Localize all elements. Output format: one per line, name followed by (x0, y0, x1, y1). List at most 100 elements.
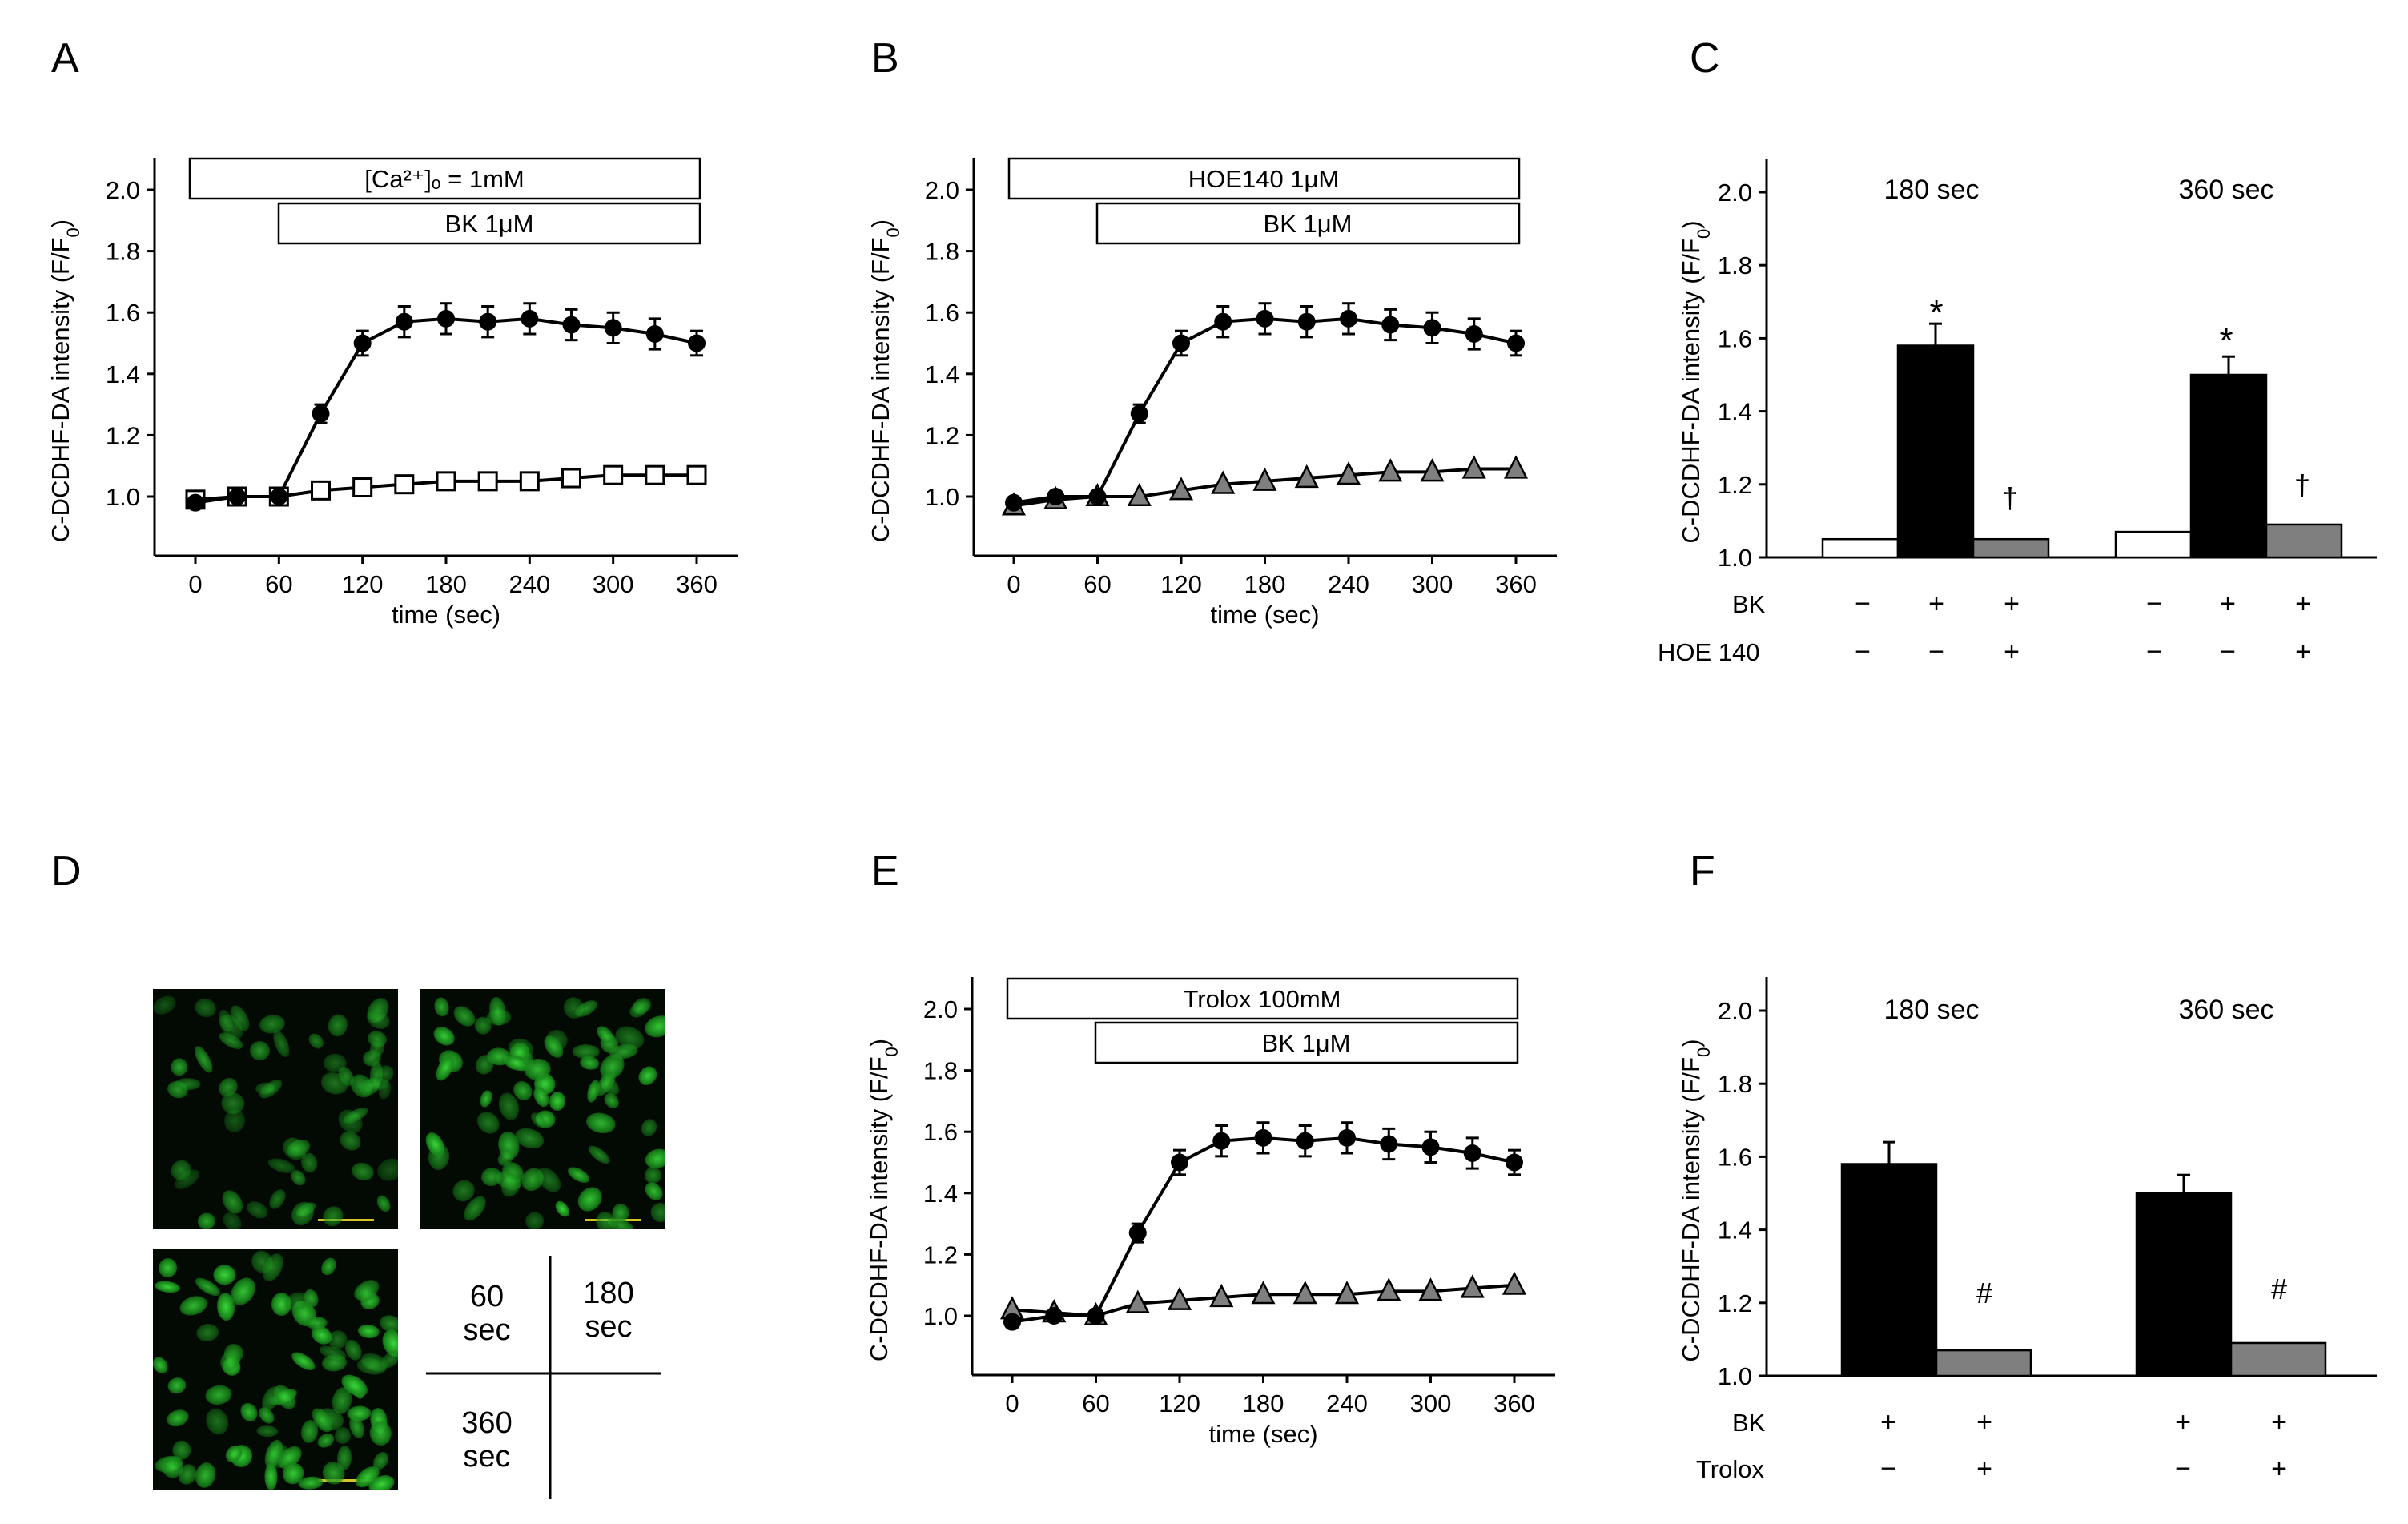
cell-blob (349, 1160, 376, 1184)
sig-star-180: * (1929, 293, 1943, 332)
data-point-control (352, 477, 373, 498)
y-tick-label: 1.0 (106, 483, 140, 511)
sig-dagger-360: † (2294, 468, 2310, 501)
data-point-treated (1209, 1283, 1234, 1308)
cell-blob (203, 1383, 233, 1407)
y-axis-label: C-DCDHF-DA intensity (F/F0) (1677, 220, 1714, 543)
bk-bar-label: BK 1μM (1264, 210, 1353, 238)
data-point-bk (1256, 309, 1274, 328)
data-point-bk (1381, 316, 1400, 334)
cell-blob (263, 1463, 278, 1490)
cell-blob (585, 1142, 613, 1168)
x-tick-label: 0 (1005, 1389, 1019, 1417)
panel-f-labels: 180 sec 360 sec # # BK Trolox + + + + − … (1696, 995, 2287, 1484)
data-point-treated (1501, 1271, 1527, 1295)
y-tick-label: 1.4 (923, 1180, 958, 1208)
y-tick-label: 1.2 (925, 421, 959, 449)
legend-60-value: 60 (469, 1280, 505, 1313)
data-point-bk (1423, 319, 1441, 337)
bk-sign-4: − (2146, 589, 2162, 619)
y-tick-label: 2.0 (925, 176, 959, 204)
data-point-bk (1463, 1144, 1481, 1163)
data-point-control (686, 464, 707, 485)
data-point-treated (1461, 455, 1486, 479)
cell-blob (373, 1155, 398, 1185)
data-point-treated (1251, 1281, 1276, 1305)
hoe-sign-6: + (2295, 637, 2311, 667)
data-point-bk (604, 319, 622, 337)
panel-f-chart: 1.0 1.2 1.4 1.6 1.8 2.0C-DCDHF-DA intensity (… (1677, 977, 2377, 1484)
cell-blob (549, 1090, 566, 1112)
micrograph-180-sec (420, 989, 665, 1229)
data-point-treated (1420, 458, 1445, 482)
data-point-bk (1087, 1307, 1105, 1325)
x-tick-label: 300 (1410, 1389, 1452, 1417)
hoe-bar (1007, 157, 1521, 200)
y-tick-label: 1.0 (923, 1302, 958, 1330)
data-point-treated (1334, 1281, 1360, 1305)
data-point-bk (1507, 334, 1525, 352)
data-point-control (477, 471, 498, 492)
data-point-treated (1503, 455, 1529, 479)
bk-sign-1: + (1880, 1407, 1896, 1438)
x-tick-label: 240 (1328, 570, 1369, 598)
cell-blob (374, 1193, 393, 1215)
x-tick-label: 180 (1243, 1389, 1284, 1417)
panel-letter-c: C (1690, 35, 1720, 82)
cell-blob (320, 1353, 348, 1373)
trolox-sign-2: + (1976, 1454, 1992, 1484)
legend-360-value: 360 (461, 1406, 513, 1440)
data-point-bk (1128, 1224, 1147, 1242)
sig-dagger-180: † (2002, 481, 2018, 514)
trolox-sign-4: + (2271, 1454, 2287, 1484)
x-tick-label: 60 (265, 570, 292, 598)
bar-white (1821, 537, 1899, 559)
x-tick-label: 120 (1160, 570, 1202, 598)
hoe-sign-4: − (2146, 637, 2162, 667)
cell-blob (642, 1012, 665, 1042)
trolox-sign-3: − (2175, 1454, 2191, 1484)
bk-bar-label: BK 1μM (445, 210, 534, 238)
bar-gray (2229, 1341, 2327, 1377)
bk-sign-3: + (2175, 1407, 2191, 1438)
y-tick-label: 1.6 (923, 1118, 958, 1146)
cell-blob (287, 1196, 320, 1229)
y-tick-label: 1.4 (925, 360, 959, 388)
y-tick-label: 2.0 (923, 995, 958, 1023)
cell-blob (315, 1430, 337, 1451)
y-tick-label: 1.8 (923, 1057, 958, 1085)
x-tick-label: 360 (1493, 1389, 1535, 1417)
data-point-control (519, 471, 540, 492)
cell-blob (153, 1353, 171, 1377)
data-point-treated (1336, 461, 1361, 485)
data-point-treated (1252, 467, 1277, 491)
trolox-bar (1006, 977, 1519, 1020)
panel-e-treatment-bars: Trolox 100mM BK 1μM (1006, 977, 1519, 1064)
hoe-sign-5: − (2220, 637, 2236, 667)
bk-sign-4: + (2271, 1407, 2287, 1438)
cell-blob (325, 1012, 350, 1039)
data-point-bk (688, 334, 706, 352)
cell-blob (429, 1023, 458, 1050)
data-point-bk (1296, 1132, 1314, 1150)
cell-blob (318, 1255, 340, 1278)
cell-blob (368, 1419, 392, 1447)
legend-180-value: 180 (583, 1277, 634, 1310)
x-tick-label: 60 (1082, 1389, 1109, 1417)
panel-letter-d: D (51, 848, 82, 895)
row-label-bk: BK (1732, 1409, 1766, 1437)
x-tick-label: 180 (425, 570, 467, 598)
data-point-bk (1340, 309, 1357, 328)
bar-white (2114, 530, 2193, 559)
data-point-bk (1171, 1153, 1188, 1172)
y-axis-label: C-DCDHF-DA intensity (F/F0) (1677, 1039, 1714, 1361)
bk-bar-label: BK 1μM (1262, 1029, 1351, 1057)
data-point-control (311, 480, 331, 501)
data-point-bk (1005, 493, 1023, 512)
y-tick-label: 2.0 (106, 176, 140, 204)
data-point-treated (1211, 470, 1236, 494)
cell-blob (192, 1460, 219, 1490)
data-point-control (436, 471, 456, 492)
data-point-bk (645, 325, 664, 344)
